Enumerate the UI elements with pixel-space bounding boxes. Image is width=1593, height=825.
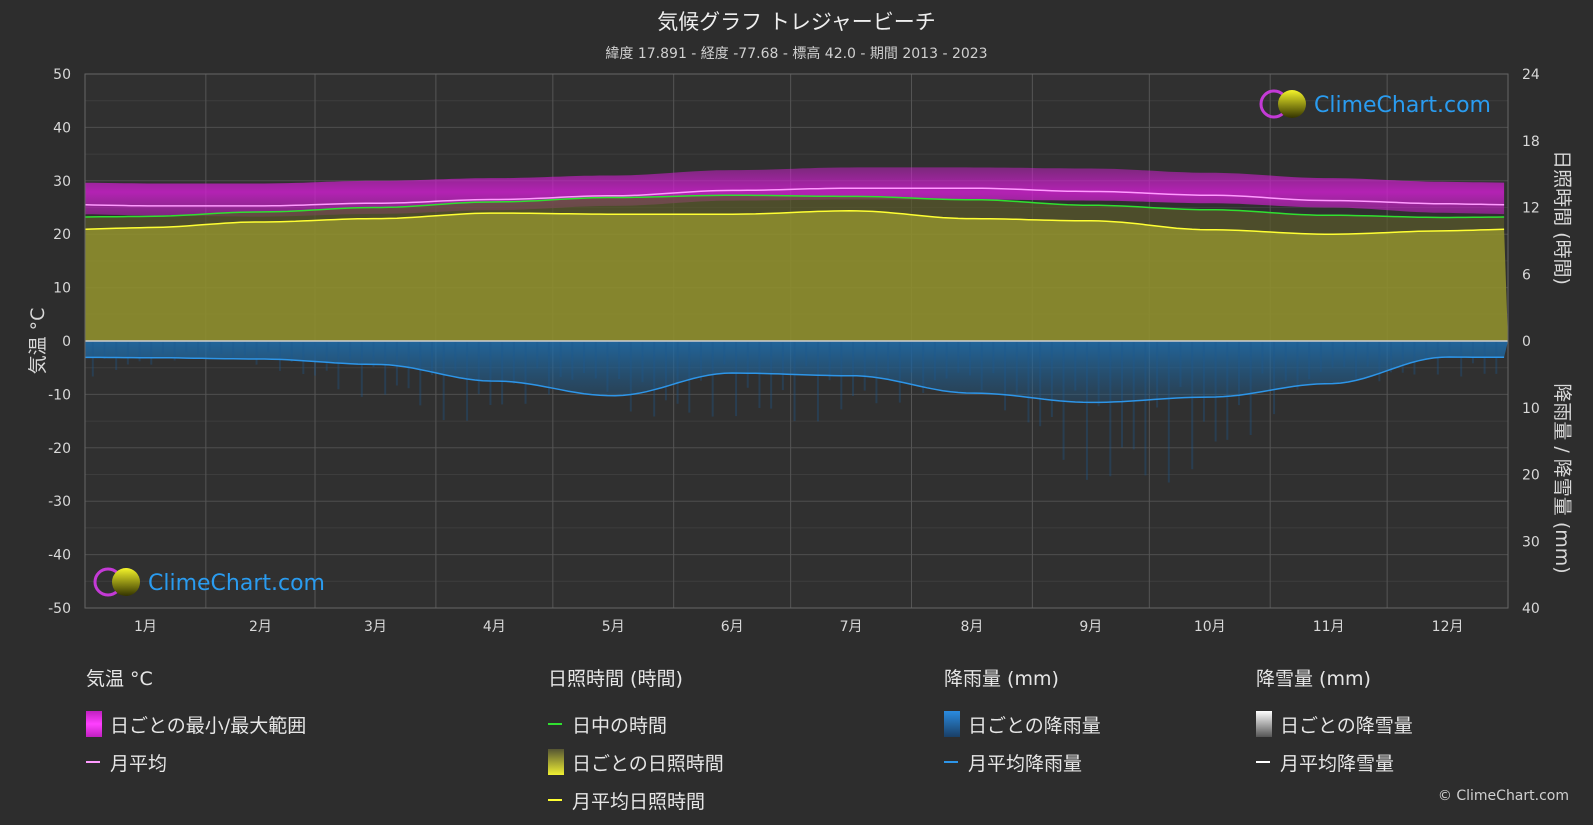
legend-label: 月平均降雨量 bbox=[968, 752, 1083, 775]
white-gradient-swatch-icon bbox=[1256, 711, 1272, 737]
right-hours-tick-label: 6 bbox=[1522, 267, 1531, 283]
legend-label: 日ごとの最小/最大範囲 bbox=[110, 714, 307, 737]
legend-snow-title: 降雪量 (mm) bbox=[1256, 668, 1371, 690]
legend-item-snow-daily: 日ごとの降雪量 bbox=[1256, 705, 1413, 743]
pink-line-swatch-icon bbox=[86, 761, 100, 763]
legend-snow: 降雪量 (mm) 日ごとの降雪量 月平均降雪量 bbox=[1256, 664, 1413, 781]
rain-area bbox=[85, 341, 1508, 483]
legend-item-snow-avg: 月平均降雪量 bbox=[1256, 743, 1413, 781]
month-tick-label: 12月 bbox=[1432, 619, 1464, 635]
blue-gradient-swatch-icon bbox=[944, 711, 960, 737]
left-tick-label: 30 bbox=[53, 174, 71, 190]
blue-line-swatch-icon bbox=[944, 761, 958, 763]
logo-globe-icon bbox=[1278, 90, 1306, 118]
legend-temperature: 気温 °C 日ごとの最小/最大範囲 月平均 bbox=[86, 664, 306, 781]
left-tick-label: 10 bbox=[53, 281, 71, 297]
month-tick-label: 9月 bbox=[1079, 619, 1102, 635]
legend-item-rain-avg: 月平均降雨量 bbox=[944, 743, 1101, 781]
legend-rain-title: 降雨量 (mm) bbox=[944, 668, 1059, 690]
white-line-swatch-icon bbox=[1256, 761, 1270, 763]
climechart-logo-bottom: ClimeChart.com bbox=[93, 567, 325, 597]
right-precip-tick-label: 20 bbox=[1522, 468, 1540, 484]
green-line-swatch-icon bbox=[548, 723, 562, 725]
legend-item-daylight: 日中の時間 bbox=[548, 705, 724, 743]
month-tick-label: 6月 bbox=[721, 619, 744, 635]
month-tick-label: 2月 bbox=[249, 619, 272, 635]
right-precip-tick-label: 10 bbox=[1522, 401, 1540, 417]
month-tick-label: 4月 bbox=[483, 619, 506, 635]
rain-avg-line bbox=[85, 356, 1505, 404]
legend-sunshine: 日照時間 (時間) 日中の時間 日ごとの日照時間 月平均日照時間 bbox=[548, 664, 724, 819]
chart-subtitle: 緯度 17.891 - 経度 -77.68 - 標高 42.0 - 期間 201… bbox=[605, 46, 988, 62]
legend-item-sunshine-avg: 月平均日照時間 bbox=[548, 781, 724, 819]
climechart-logo-top: ClimeChart.com bbox=[1259, 89, 1491, 119]
month-tick-label: 3月 bbox=[364, 619, 387, 635]
plot-border bbox=[84, 73, 1509, 609]
legend-sunshine-title: 日照時間 (時間) bbox=[548, 668, 683, 690]
legend-label: 月平均降雪量 bbox=[1280, 752, 1395, 775]
month-tick-label: 8月 bbox=[960, 619, 983, 635]
daylight-line bbox=[84, 194, 1505, 219]
average-lines bbox=[84, 187, 1508, 404]
month-tick-label: 10月 bbox=[1194, 619, 1226, 635]
legend-temperature-title: 気温 °C bbox=[86, 668, 153, 690]
logo-text: ClimeChart.com bbox=[1314, 93, 1491, 118]
temperature-avg-line bbox=[84, 187, 1505, 207]
logo-text: ClimeChart.com bbox=[148, 571, 325, 596]
logo: ClimeChart.com ClimeChart.com bbox=[93, 89, 1491, 597]
left-tick-label: 40 bbox=[53, 120, 71, 136]
left-tick-label: 50 bbox=[53, 67, 71, 83]
left-tick-label: -10 bbox=[48, 387, 71, 403]
sunshine-avg-line bbox=[84, 210, 1505, 235]
right-bottom-axis-title: 降雨量 / 降雪量 (mm) bbox=[1551, 383, 1573, 573]
right-hours-tick-label: 12 bbox=[1522, 201, 1540, 217]
left-axis-title: 気温 °C bbox=[27, 308, 49, 375]
legend-label: 月平均 bbox=[110, 752, 168, 775]
legend-item-sunshine-daily: 日ごとの日照時間 bbox=[548, 743, 724, 781]
legend-label: 日ごとの日照時間 bbox=[572, 752, 724, 775]
left-tick-label: 20 bbox=[53, 227, 71, 243]
legend-item-temp-avg: 月平均 bbox=[86, 743, 306, 781]
right-hours-tick-label: 18 bbox=[1522, 134, 1540, 150]
legend-label: 月平均日照時間 bbox=[572, 790, 706, 813]
copyright-text: © ClimeChart.com bbox=[1437, 788, 1569, 804]
right-hours-tick-label: 0 bbox=[1522, 334, 1531, 350]
legend-item-temp-range: 日ごとの最小/最大範囲 bbox=[86, 705, 306, 743]
right-hours-tick-label: 24 bbox=[1522, 67, 1540, 83]
month-tick-label: 5月 bbox=[602, 619, 625, 635]
right-precip-tick-label: 40 bbox=[1522, 601, 1540, 617]
axes: 50 40 30 20 10 0 -10 -20 -30 -40 -50 24 18 12 6 0 10 20 30… bbox=[27, 67, 1573, 635]
month-tick-label: 11月 bbox=[1313, 619, 1345, 635]
legend-label: 日中の時間 bbox=[572, 714, 668, 737]
left-tick-label: -20 bbox=[48, 441, 71, 457]
legend-label: 日ごとの降雪量 bbox=[1280, 714, 1413, 737]
climate-chart: 50 40 30 20 10 0 -10 -20 -30 -40 -50 24 18 12 6 0 10 20 30… bbox=[27, 67, 1573, 635]
logo-globe-icon bbox=[112, 568, 140, 596]
left-tick-label: -30 bbox=[48, 494, 71, 510]
yellow-gradient-swatch-icon bbox=[548, 749, 564, 775]
magenta-gradient-swatch-icon bbox=[86, 711, 102, 737]
right-top-axis-title: 日照時間 (時間) bbox=[1551, 150, 1573, 285]
rain-daily-area bbox=[85, 341, 1508, 403]
sunshine-daily-area bbox=[85, 210, 1508, 341]
month-tick-label: 7月 bbox=[840, 619, 863, 635]
legend-item-rain-daily: 日ごとの降雨量 bbox=[944, 705, 1101, 743]
sunshine-area bbox=[85, 195, 1508, 341]
yellow-line-swatch-icon bbox=[548, 799, 562, 801]
chart-title: 気候グラフ トレジャービーチ bbox=[657, 10, 936, 34]
left-tick-label: 0 bbox=[62, 334, 71, 350]
month-tick-label: 1月 bbox=[134, 619, 157, 635]
right-precip-tick-label: 30 bbox=[1522, 534, 1540, 550]
legend-rain: 降雨量 (mm) 日ごとの降雨量 月平均降雨量 bbox=[944, 664, 1101, 781]
left-tick-label: -40 bbox=[48, 548, 71, 564]
legend-label: 日ごとの降雨量 bbox=[968, 714, 1101, 737]
left-tick-label: -50 bbox=[48, 601, 71, 617]
